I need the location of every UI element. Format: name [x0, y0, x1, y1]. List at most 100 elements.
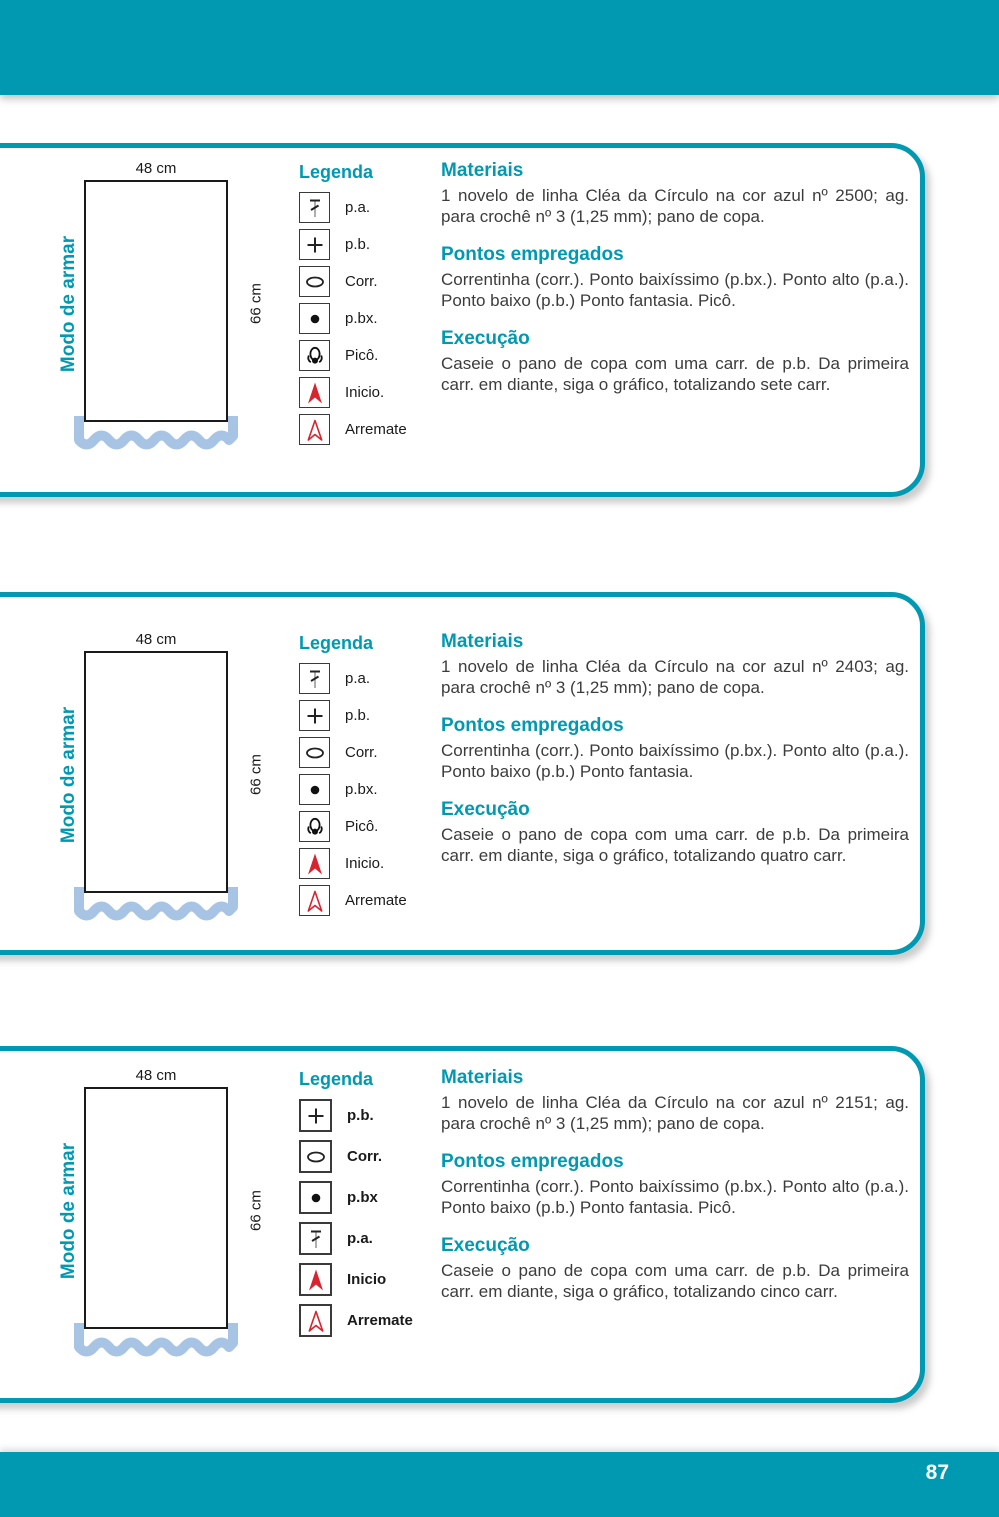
legend-title: Legenda	[299, 162, 374, 182]
section-body: Caseie o pano de copa com uma carr. de p…	[441, 1260, 909, 1302]
legend-item-label: p.a.	[345, 199, 371, 216]
section-body: 1 novelo de linha Cléa da Círculo na cor…	[441, 1093, 909, 1134]
pbx-icon	[299, 303, 330, 334]
scalloped-edge	[74, 416, 238, 450]
instructions-column: Materiais 1 novelo de linha Cléa da Círc…	[441, 160, 909, 411]
legend-item: Picô.	[299, 340, 407, 371]
execution-section: Execução Caseie o pano de copa com uma c…	[441, 799, 909, 867]
legend-item-label: Inicio	[347, 1271, 387, 1288]
page-number: 87	[925, 1461, 949, 1484]
corr-icon	[299, 266, 330, 297]
arremate-icon	[299, 414, 330, 445]
legend-item-label: p.b.	[345, 707, 371, 724]
legend-item: p.b.	[299, 700, 407, 731]
width-dimension-label: 48 cm	[135, 1067, 177, 1084]
top-color-band	[0, 0, 999, 95]
assembly-diagram: 48 cm 66 cm Modo de armar	[58, 1067, 265, 1357]
corr-icon	[299, 1140, 332, 1173]
scalloped-edge	[74, 1323, 238, 1357]
legend-item: p.bx.	[299, 303, 407, 334]
legend-item-label: p.a.	[345, 670, 371, 687]
legend-item: Inicio	[299, 1263, 413, 1296]
pb-icon	[299, 700, 330, 731]
legend-item: Inicio.	[299, 377, 407, 408]
section-body: Correntinha (corr.). Ponto baixíssimo (p…	[441, 269, 909, 311]
instructions-column: Materiais 1 novelo de linha Cléa da Círc…	[441, 1067, 909, 1318]
instructions-column: Materiais 1 novelo de linha Cléa da Círc…	[441, 631, 909, 882]
legend-item-label: p.bx.	[345, 781, 378, 798]
legend-item-label: Arremate	[347, 1312, 413, 1329]
arremate-icon	[299, 885, 330, 916]
pico-icon	[299, 811, 330, 842]
section-title: Pontos empregados	[441, 714, 624, 736]
pico-icon	[299, 340, 330, 371]
legend-item-label: p.b.	[345, 236, 371, 253]
pattern-card: 48 cm 66 cm Modo de armar Legenda p.a. p…	[0, 143, 925, 497]
height-dimension-label: 66 cm	[247, 754, 265, 795]
stitches-section: Pontos empregados Correntinha (corr.). P…	[441, 715, 909, 783]
legend-item: p.a.	[299, 192, 407, 223]
section-body: Correntinha (corr.). Ponto baixíssimo (p…	[441, 740, 909, 782]
corr-icon	[299, 737, 330, 768]
section-title: Pontos empregados	[441, 1150, 624, 1172]
legend-item: Corr.	[299, 737, 407, 768]
pbx-icon	[299, 1181, 332, 1214]
width-dimension-label: 48 cm	[135, 631, 177, 648]
bottom-color-band: 87	[0, 1452, 999, 1517]
height-dimension-label: 66 cm	[247, 1190, 265, 1231]
stitches-section: Pontos empregados Correntinha (corr.). P…	[441, 1151, 909, 1219]
section-title: Materiais	[441, 160, 524, 181]
section-title: Execução	[441, 327, 530, 349]
legend-item-label: p.bx.	[345, 310, 378, 327]
legend: Legenda p.a. p.b. Corr. p.bx.	[299, 162, 407, 451]
arremate-icon	[299, 1304, 332, 1337]
cloth-outline	[84, 651, 228, 893]
legend: Legenda p.b. Corr. p.bx p.a.	[299, 1069, 413, 1345]
legend-item-label: Arremate	[345, 421, 407, 438]
materials-section: Materiais 1 novelo de linha Cléa da Círc…	[441, 631, 909, 699]
pattern-card: 48 cm 66 cm Modo de armar Legenda p.b. C…	[0, 1046, 925, 1403]
section-title: Materiais	[441, 1067, 524, 1088]
section-body: 1 novelo de linha Cléa da Círculo na cor…	[441, 186, 909, 227]
legend-item-label: Picô.	[345, 818, 379, 835]
legend-item-label: Corr.	[347, 1148, 383, 1165]
legend-title: Legenda	[299, 633, 374, 653]
pbx-icon	[299, 774, 330, 805]
legend-item-label: Corr.	[345, 744, 378, 761]
legend: Legenda p.a. p.b. Corr. p.bx.	[299, 633, 407, 922]
legend-item: Corr.	[299, 1140, 413, 1173]
legend-item-label: Arremate	[345, 892, 407, 909]
legend-item: p.a.	[299, 663, 407, 694]
legend-item: Inicio.	[299, 848, 407, 879]
scalloped-edge	[74, 887, 238, 921]
execution-section: Execução Caseie o pano de copa com uma c…	[441, 1235, 909, 1303]
legend-item-label: p.a.	[347, 1230, 373, 1247]
execution-section: Execução Caseie o pano de copa com uma c…	[441, 328, 909, 396]
inicio-icon	[299, 848, 330, 879]
section-title: Pontos empregados	[441, 243, 624, 265]
materials-section: Materiais 1 novelo de linha Cléa da Círc…	[441, 160, 909, 228]
section-title: Materiais	[441, 631, 524, 652]
pb-icon	[299, 1099, 332, 1132]
pa-icon	[299, 1222, 332, 1255]
section-body: Caseie o pano de copa com uma carr. de p…	[441, 824, 909, 866]
inicio-icon	[299, 377, 330, 408]
assembly-diagram: 48 cm 66 cm Modo de armar	[58, 160, 265, 450]
pa-icon	[299, 663, 330, 694]
legend-item: p.bx	[299, 1181, 413, 1214]
legend-item: p.a.	[299, 1222, 413, 1255]
section-body: Correntinha (corr.). Ponto baixíssimo (p…	[441, 1176, 909, 1218]
legend-item: Arremate	[299, 885, 407, 916]
assembly-caption: Modo de armar	[58, 706, 79, 844]
section-title: Execução	[441, 1234, 530, 1256]
legend-item-label: Inicio.	[345, 855, 385, 872]
assembly-diagram: 48 cm 66 cm Modo de armar	[58, 631, 265, 921]
legend-title: Legenda	[299, 1069, 374, 1089]
cloth-outline	[84, 180, 228, 422]
inicio-icon	[299, 1263, 332, 1296]
legend-item-label: Inicio.	[345, 384, 385, 401]
legend-item: p.b.	[299, 1099, 413, 1132]
height-dimension-label: 66 cm	[247, 283, 265, 324]
legend-item: Corr.	[299, 266, 407, 297]
legend-item-label: Picô.	[345, 347, 379, 364]
